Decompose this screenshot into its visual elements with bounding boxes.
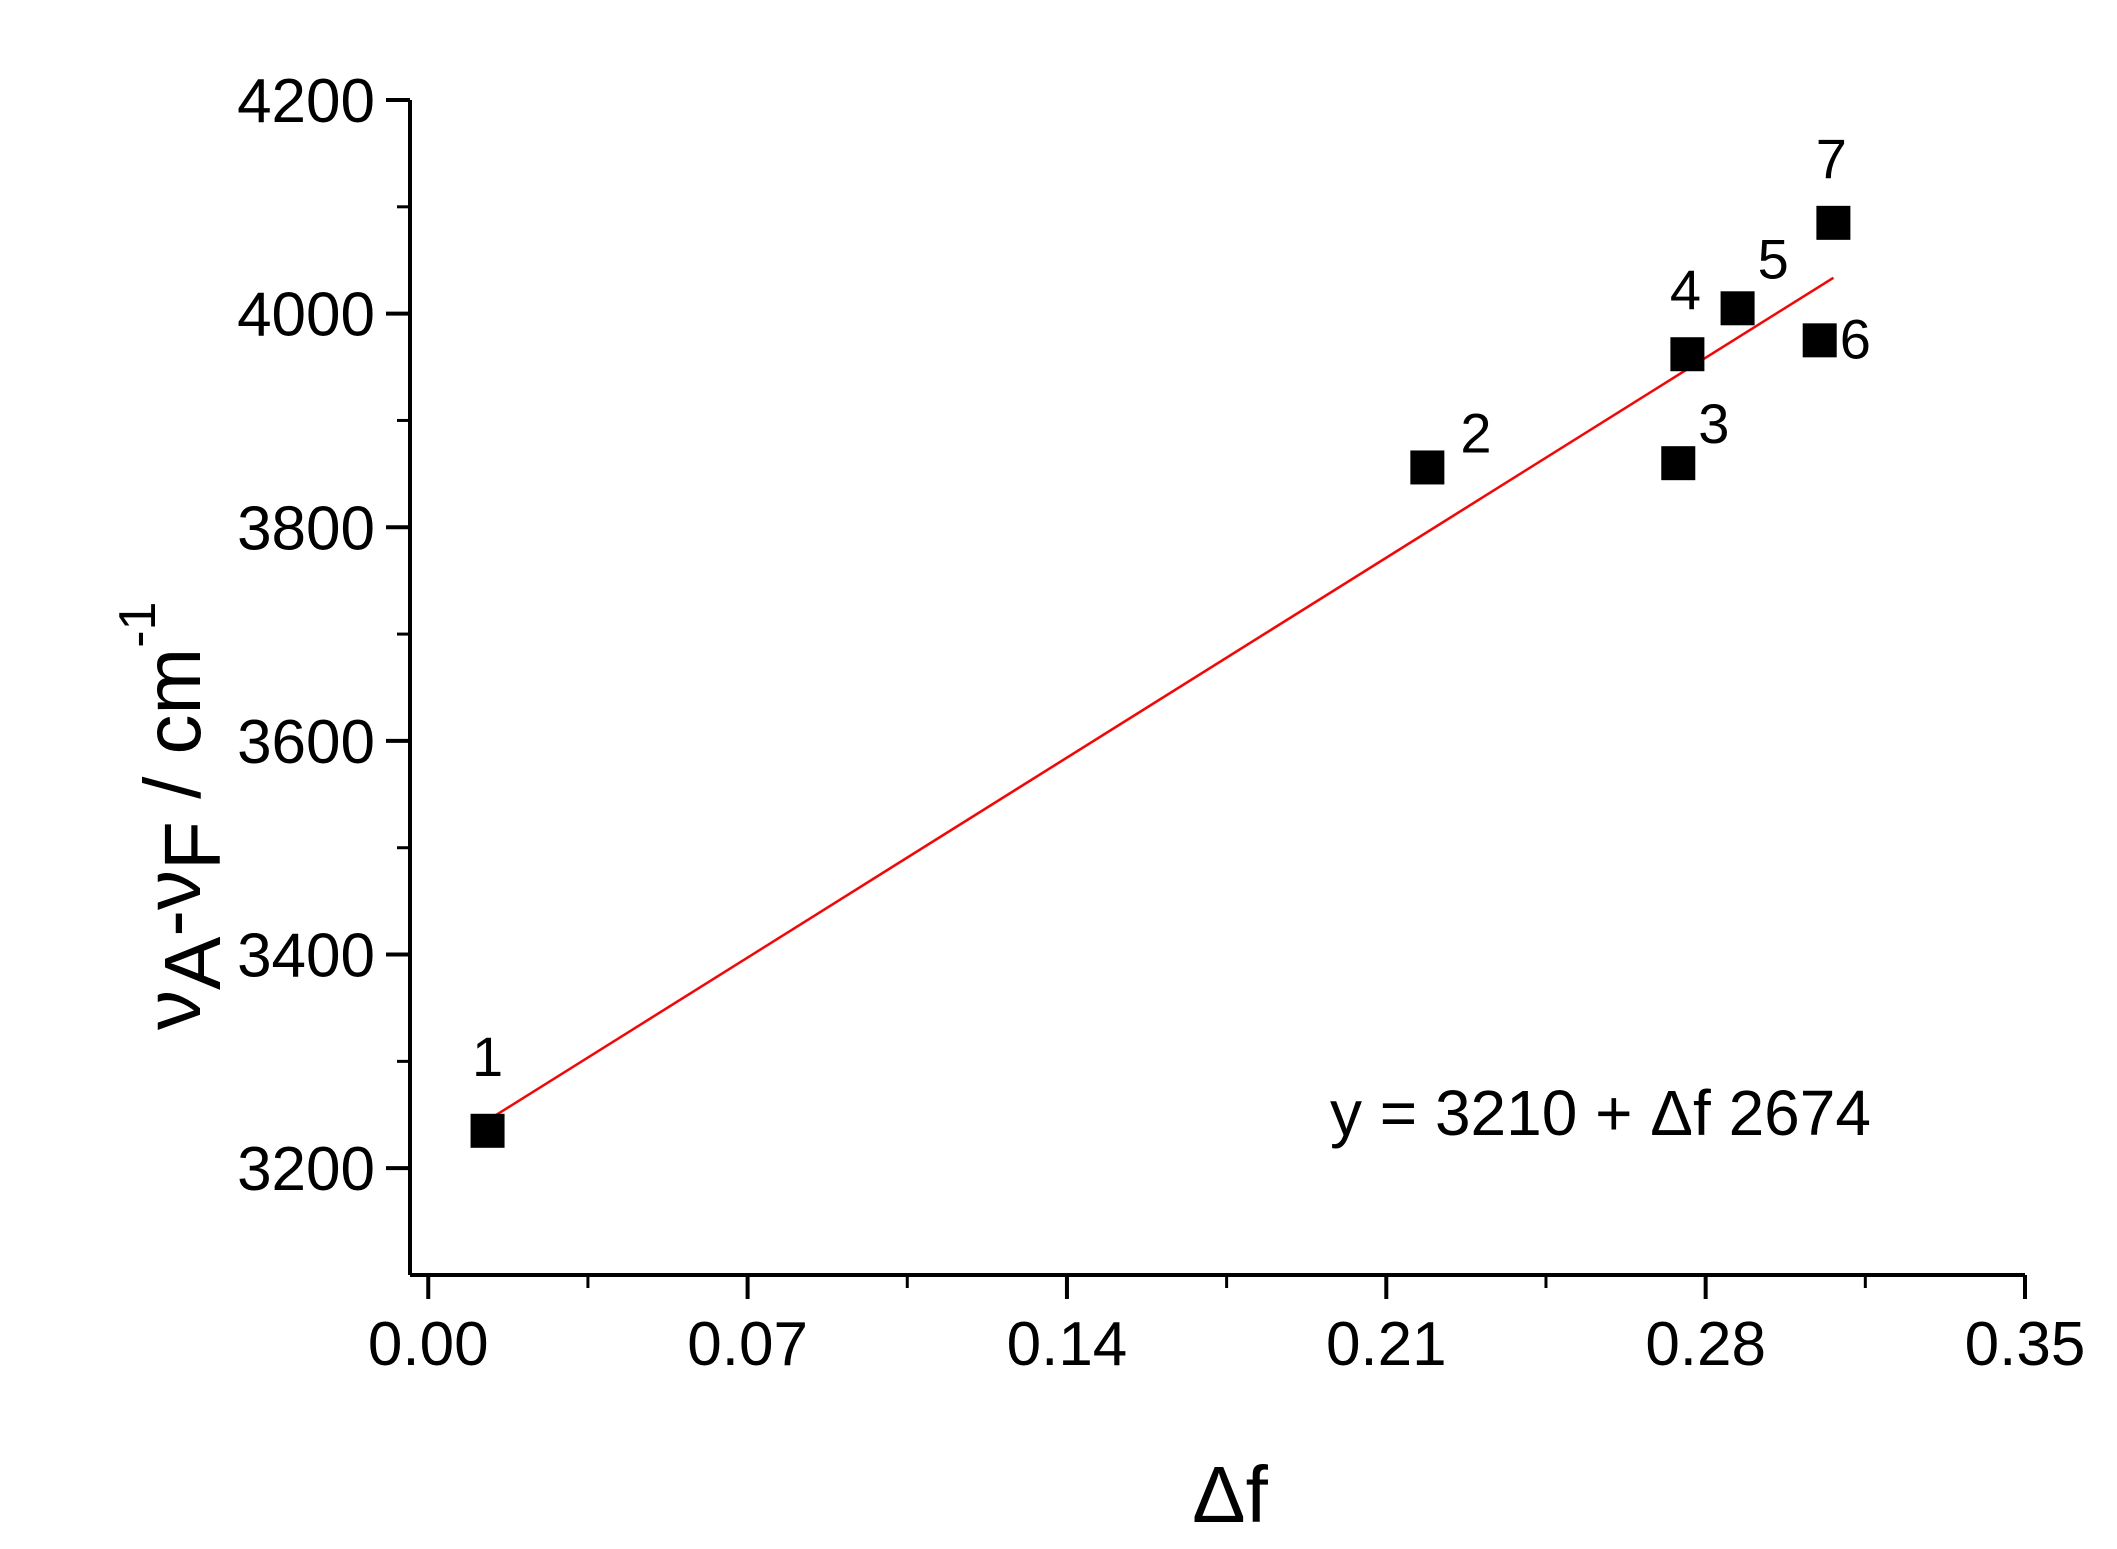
data-points: 1 2 3 4 56 7 bbox=[470, 127, 1871, 1148]
point-label-1: 1 bbox=[472, 1025, 503, 1088]
x-tick-label: 0.21 bbox=[1326, 1310, 1447, 1379]
data-point-2 bbox=[1410, 450, 1445, 485]
x-tick-label: 0.00 bbox=[368, 1310, 489, 1379]
fit-equation: y = 3210 + Δf 2674 bbox=[1330, 1077, 1871, 1149]
fit-line bbox=[486, 276, 1835, 1122]
data-point-4 bbox=[1670, 337, 1705, 372]
svg-text:νA-νF / cm-1: νA-νF / cm-1 bbox=[109, 602, 237, 1030]
y-title-exponent: -1 bbox=[109, 602, 167, 648]
point-label-5: 5 bbox=[1758, 227, 1789, 290]
x-axis-title: Δf bbox=[1192, 1450, 1268, 1539]
y-axis-title: νA-νF / cm-1 bbox=[109, 602, 237, 1030]
point-label-7: 7 bbox=[1816, 127, 1847, 190]
x-tick-label: 0.07 bbox=[687, 1310, 808, 1379]
y-tick-label: 3400 bbox=[237, 922, 375, 991]
x-tick-label: 0.28 bbox=[1645, 1310, 1766, 1379]
point-label-3: 3 bbox=[1698, 392, 1729, 455]
x-tick-label: 0.14 bbox=[1007, 1310, 1128, 1379]
point-label-4: 4 bbox=[1670, 258, 1701, 321]
y-tick-label: 3800 bbox=[237, 494, 375, 563]
y-title-unit: / cm bbox=[128, 648, 217, 821]
y-title-nu2: ν bbox=[128, 870, 217, 910]
data-point-6 bbox=[1802, 323, 1837, 358]
x-tick-label: 0.35 bbox=[1965, 1310, 2086, 1379]
axes bbox=[408, 100, 2025, 1277]
fit-line-group bbox=[486, 276, 1835, 1122]
y-tick-label: 3600 bbox=[237, 708, 375, 777]
data-point-7 bbox=[1816, 205, 1851, 240]
ticks: 3200 3400 3600 3800 4000 4200 0.00 0.07 0.14 0.21… bbox=[237, 67, 2085, 1379]
y-title-sub2: F bbox=[148, 821, 237, 870]
y-title-sub1: A bbox=[148, 936, 237, 990]
y-title-nu1: ν bbox=[128, 990, 217, 1030]
y-tick-label: 3200 bbox=[237, 1135, 375, 1204]
y-tick-label: 4000 bbox=[237, 281, 375, 350]
y-tick-label: 4200 bbox=[237, 67, 375, 136]
data-point-5 bbox=[1720, 291, 1755, 326]
data-point-3 bbox=[1661, 446, 1696, 481]
point-label-6: 6 bbox=[1840, 307, 1871, 370]
point-label-2: 2 bbox=[1460, 401, 1491, 464]
y-title-minus: - bbox=[128, 910, 217, 937]
data-point-1 bbox=[470, 1113, 505, 1148]
